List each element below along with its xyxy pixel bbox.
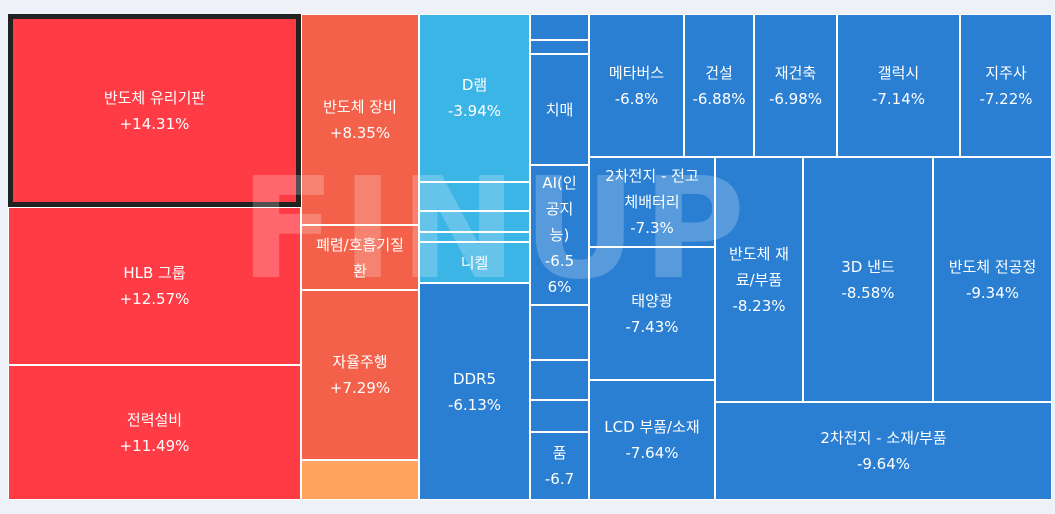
tile-change: +7.29% bbox=[329, 379, 391, 397]
tile-name: 반도체 장비 bbox=[323, 97, 397, 116]
treemap-tile[interactable]: 반도체 재 료/부품 -8.23% bbox=[715, 157, 803, 402]
treemap-tile[interactable]: 재건축 -6.98% bbox=[754, 14, 837, 157]
treemap-tile[interactable] bbox=[530, 400, 589, 432]
treemap-tile[interactable]: ~~~ 품 -6.7 2% bbox=[530, 432, 589, 500]
treemap-tile[interactable]: 2차전지 - 전고 체배터리 -7.3% bbox=[589, 157, 715, 247]
tile-name: 태양광 bbox=[631, 291, 673, 310]
treemap-tile[interactable] bbox=[530, 360, 589, 400]
treemap-tile[interactable]: DDR5 -6.13% bbox=[419, 283, 530, 500]
tile-name: 재건축 bbox=[774, 63, 817, 82]
tile-name: 전력설비 bbox=[126, 410, 183, 429]
treemap-tile[interactable]: 반도체 유리기판 +14.31% bbox=[8, 14, 301, 207]
tile-name: 갤럭시 bbox=[877, 63, 920, 82]
treemap-tile[interactable]: 전력설비 +11.49% bbox=[8, 365, 301, 500]
treemap-tile[interactable]: D램 -3.94% bbox=[419, 14, 530, 182]
tile-name: 자율주행 bbox=[332, 353, 388, 371]
tile-name: AI(인 공지 능) bbox=[542, 174, 577, 244]
tile-name: 건설 bbox=[705, 63, 733, 82]
treemap-tile[interactable]: 니켈 bbox=[419, 242, 530, 283]
treemap-tile[interactable]: 반도체 전공정 -9.34% bbox=[933, 157, 1052, 402]
treemap-tile[interactable]: HLB 그룹 +12.57% bbox=[8, 207, 301, 365]
tile-change: -7.22% bbox=[979, 89, 1033, 108]
tile-name: 2차전지 - 전고 체배터리 bbox=[605, 167, 699, 211]
tile-name: 메타버스 bbox=[608, 63, 665, 82]
tile-change: -3.94% bbox=[447, 102, 502, 120]
treemap-tile[interactable]: 2차전지 - 소재/부품 -9.64% bbox=[715, 402, 1052, 500]
tile-name: 반도체 전공정 bbox=[948, 257, 1037, 276]
tile-change: +8.35% bbox=[329, 123, 391, 142]
tile-name: 폐렴/호흡기질 환 bbox=[316, 235, 404, 280]
tile-name: 지주사 bbox=[985, 63, 1027, 82]
treemap-tile[interactable]: 치매 bbox=[530, 54, 589, 165]
tile-name: 2차전지 - 소재/부품 bbox=[820, 429, 947, 447]
treemap-tile[interactable]: 갤럭시 -7.14% bbox=[837, 14, 960, 157]
tile-change: -6.13% bbox=[447, 395, 502, 414]
tile-change: -6.98% bbox=[768, 89, 823, 108]
tile-change: -7.43% bbox=[625, 317, 679, 336]
tile-name: HLB 그룹 bbox=[123, 264, 186, 282]
treemap-tile[interactable] bbox=[530, 305, 589, 360]
treemap-tile[interactable] bbox=[530, 40, 589, 54]
tile-change: -8.58% bbox=[841, 283, 895, 302]
treemap-tile[interactable]: 지주사 -7.22% bbox=[960, 14, 1052, 157]
tile-name: 치매 bbox=[545, 100, 574, 119]
tile-name: 반도체 재 료/부품 bbox=[729, 244, 789, 289]
tile-change: -8.23% bbox=[732, 296, 786, 315]
tile-name: 3D 낸드 bbox=[841, 257, 895, 276]
treemap-tile[interactable]: 메타버스 -6.8% bbox=[589, 14, 684, 157]
treemap-tile[interactable] bbox=[419, 211, 530, 232]
tile-change: -6.5 6% bbox=[544, 252, 575, 296]
tile-change: -7.3% bbox=[630, 219, 674, 237]
tile-name: 반도체 유리기판 bbox=[103, 88, 206, 107]
treemap-tile[interactable]: 자율주행 +7.29% bbox=[301, 290, 419, 460]
tile-change: -6.8% bbox=[614, 89, 659, 108]
tile-change: +12.57% bbox=[119, 290, 190, 308]
treemap-tile[interactable]: 태양광 -7.43% bbox=[589, 247, 715, 380]
tile-change: -6.88% bbox=[692, 89, 746, 108]
tile-name: LCD 부품/소재 bbox=[604, 418, 700, 436]
treemap-tile[interactable] bbox=[530, 14, 589, 40]
tile-name: DDR5 bbox=[452, 369, 497, 388]
treemap-tile[interactable]: 3D 낸드 -8.58% bbox=[803, 157, 933, 402]
tile-change: -6.7 2% bbox=[544, 470, 575, 499]
treemap-tile[interactable] bbox=[419, 182, 530, 211]
tile-change: -9.34% bbox=[965, 283, 1020, 302]
tile-name: ~~~ 품 bbox=[541, 433, 579, 462]
treemap-tile[interactable]: 건설 -6.88% bbox=[684, 14, 754, 157]
treemap-tile[interactable]: LCD 부품/소재 -7.64% bbox=[589, 380, 715, 500]
tile-change: +14.31% bbox=[119, 114, 190, 133]
treemap-tile[interactable]: AI(인 공지 능) -6.5 6% bbox=[530, 165, 589, 305]
treemap-tile[interactable]: 폐렴/호흡기질 환 bbox=[301, 225, 419, 290]
treemap-tile[interactable]: 반도체 장비 +8.35% bbox=[301, 14, 419, 225]
treemap-tile[interactable] bbox=[419, 232, 530, 242]
tile-name: 니켈 bbox=[460, 253, 489, 272]
tile-change: +11.49% bbox=[119, 436, 190, 455]
tile-change: -7.64% bbox=[625, 444, 679, 462]
tile-change: -7.14% bbox=[871, 89, 926, 108]
tile-name: D램 bbox=[461, 76, 488, 94]
tile-change: -9.64% bbox=[856, 455, 911, 473]
treemap-tile[interactable] bbox=[301, 460, 419, 500]
